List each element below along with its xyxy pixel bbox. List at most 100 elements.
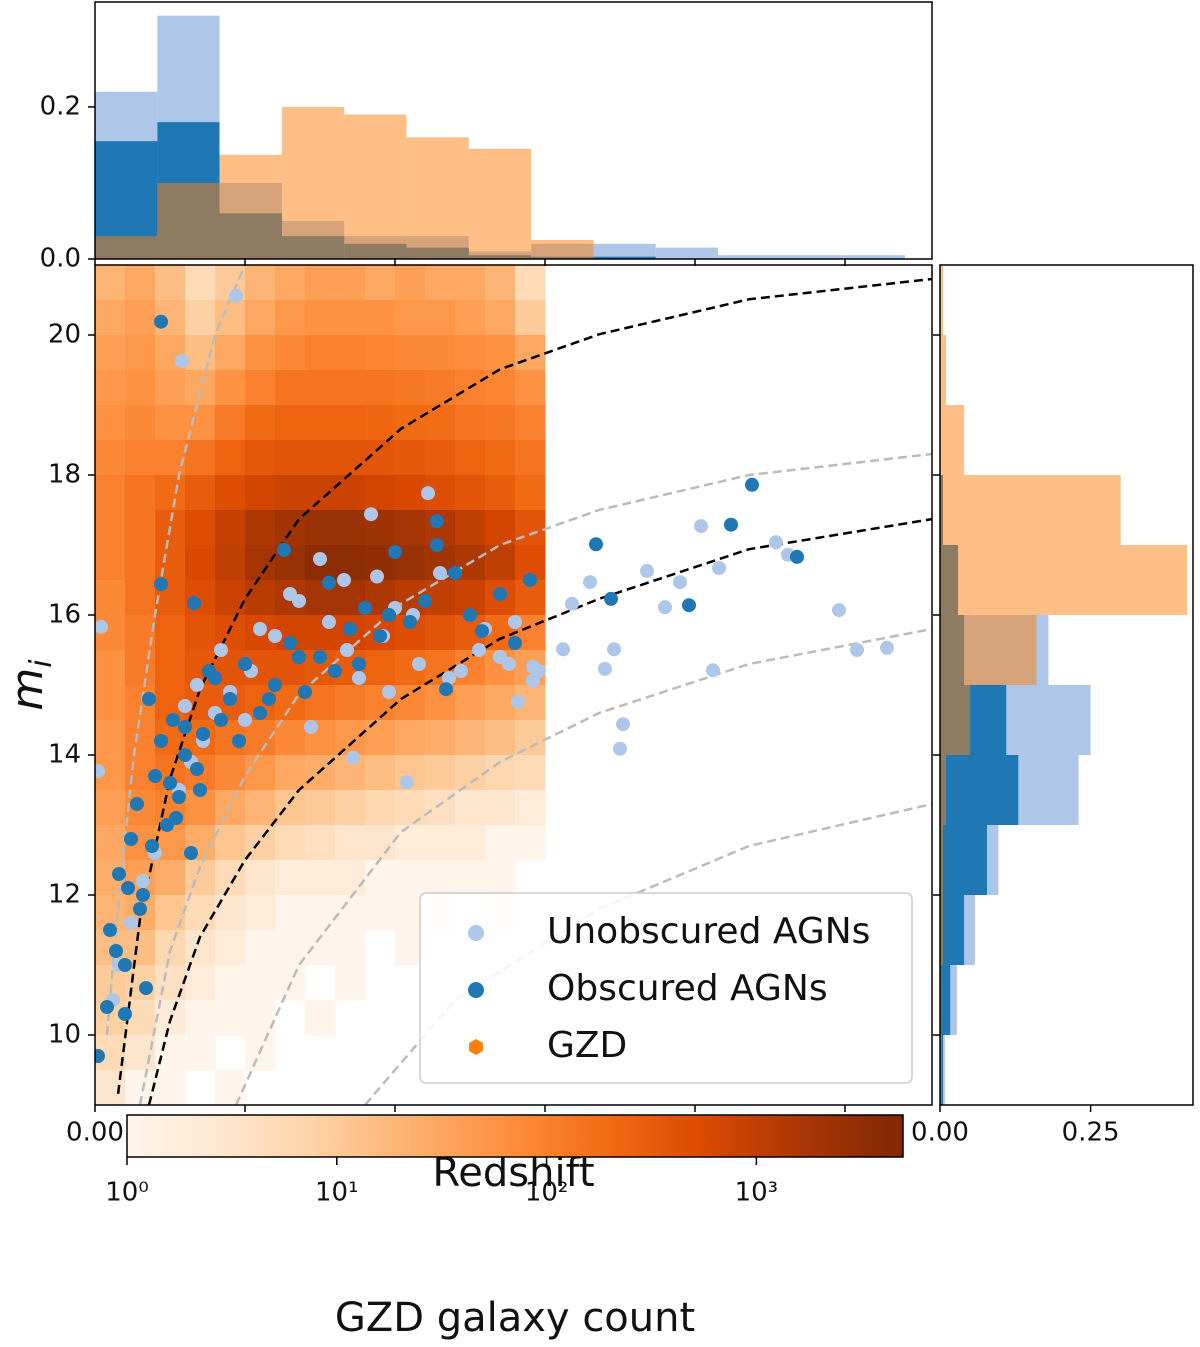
- hex-cell: [485, 720, 516, 756]
- agn-point: [850, 643, 864, 657]
- colorbar-tick-label: 10¹: [315, 1178, 359, 1208]
- x-tick-label: 0.25: [1062, 1118, 1120, 1148]
- hex-cell: [455, 860, 486, 896]
- hex-cell: [305, 475, 336, 511]
- hex-cell: [365, 370, 396, 406]
- hex-cell: [455, 440, 486, 476]
- agn-point: [658, 600, 672, 615]
- hex-cell: [125, 300, 156, 336]
- hex-cell: [455, 265, 486, 301]
- hex-cell: [245, 545, 276, 581]
- legend-label: GZD: [547, 1025, 627, 1066]
- legend-label: Unobscured AGNs: [547, 911, 870, 952]
- agn-point: [124, 832, 138, 846]
- axes-frame: [94, 1, 933, 260]
- hex-cell: [425, 300, 456, 336]
- hex-cell: [245, 930, 276, 966]
- hist-bar: [940, 755, 947, 825]
- agn-point: [112, 867, 126, 881]
- hex-cell: [485, 405, 516, 441]
- hex-cell: [395, 685, 426, 721]
- axes-frame: [94, 264, 933, 1106]
- hex-cell: [395, 300, 426, 336]
- agn-point: [253, 706, 267, 720]
- colorbar-tick-label: 10³: [735, 1178, 779, 1208]
- hex-cell: [245, 965, 276, 1001]
- hex-cell: [275, 825, 306, 861]
- hex-cell: [515, 335, 546, 371]
- agn-point: [109, 944, 123, 958]
- agn-point: [364, 507, 378, 522]
- agn-point: [163, 776, 177, 790]
- hex-cell: [305, 825, 336, 861]
- hex-cell: [185, 615, 216, 651]
- hex-cell: [335, 895, 366, 931]
- hex-cell: [155, 860, 186, 896]
- hex-cell: [365, 825, 396, 861]
- hex-cell: [275, 930, 306, 966]
- agn-point: [412, 657, 426, 671]
- hist-bar: [940, 895, 944, 965]
- hex-cell: [515, 440, 546, 476]
- hex-cell: [275, 895, 306, 931]
- hex-cell: [485, 370, 516, 406]
- agn-point: [673, 575, 687, 590]
- hist-bar: [940, 685, 971, 755]
- hex-cell: [95, 475, 126, 511]
- y-tick-label: 10: [48, 1020, 81, 1050]
- hex-cell: [275, 370, 306, 406]
- hex-cell: [335, 790, 366, 826]
- x-tick-label: 0.00: [911, 1118, 969, 1148]
- agn-point: [382, 608, 396, 622]
- agn-point: [184, 846, 198, 860]
- agn-point: [511, 694, 525, 709]
- agn-point: [202, 664, 216, 678]
- hist-bar: [344, 114, 407, 259]
- hex-cell: [275, 335, 306, 371]
- axes-frame: [939, 264, 1194, 1106]
- hex-cell: [275, 300, 306, 336]
- agn-point: [268, 629, 282, 643]
- agn-point: [277, 542, 291, 557]
- y-axis-label-sub: i: [24, 659, 59, 668]
- hex-cell: [95, 300, 126, 336]
- hist-bar: [940, 755, 1019, 825]
- hex-cell: [95, 720, 126, 756]
- hex-cell: [455, 685, 486, 721]
- agn-point: [712, 561, 726, 576]
- hex-cell: [515, 405, 546, 441]
- hex-cell: [245, 510, 276, 546]
- hex-cell: [365, 265, 396, 301]
- agn-point: [493, 587, 507, 601]
- agn-point: [430, 538, 444, 552]
- hex-cell: [335, 335, 366, 371]
- hex-cell: [215, 1070, 246, 1105]
- hex-cell: [155, 650, 186, 686]
- agn-point: [616, 717, 630, 732]
- hex-cell: [485, 860, 516, 896]
- hex-cell: [305, 335, 336, 371]
- agn-point: [118, 958, 132, 972]
- hex-cell: [215, 895, 246, 931]
- hex-cell: [95, 545, 126, 581]
- hex-cell: [425, 615, 456, 651]
- hex-cell: [275, 720, 306, 756]
- agn-point: [880, 640, 894, 655]
- legend-marker: [469, 1039, 483, 1055]
- hist-bar: [842, 255, 905, 259]
- agn-point: [103, 923, 117, 937]
- hex-cell: [245, 335, 276, 371]
- hex-cell: [455, 510, 486, 546]
- hex-cell: [275, 790, 306, 826]
- hex-cell: [425, 335, 456, 371]
- reference-curve: [116, 277, 932, 1094]
- agn-point: [154, 314, 168, 329]
- agn-point: [283, 587, 297, 601]
- agn-point: [229, 288, 243, 303]
- agn-point: [145, 839, 159, 853]
- hex-cell: [335, 860, 366, 896]
- hex-cell: [365, 790, 396, 826]
- hex-cell: [485, 755, 516, 791]
- hex-cell: [455, 790, 486, 826]
- hex-cell: [395, 440, 426, 476]
